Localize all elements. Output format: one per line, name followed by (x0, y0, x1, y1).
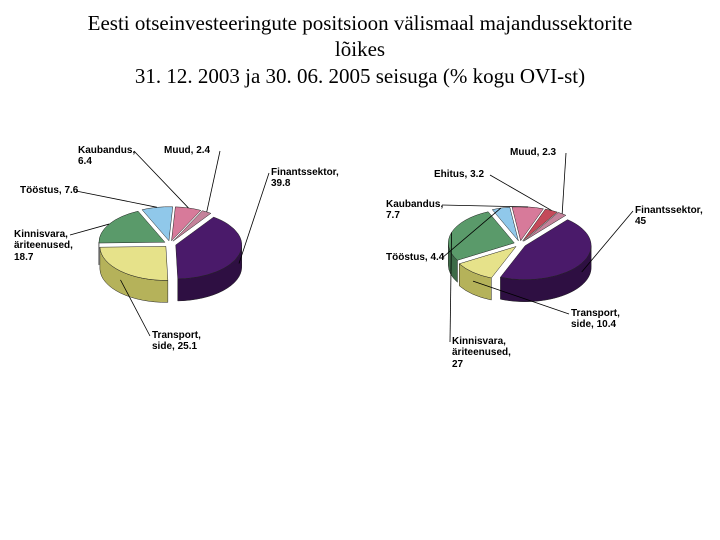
slice-label-muud: Muud, 2.3 (510, 147, 556, 159)
slice-label-kinnis: Kinnisvara,äriteenused,18.7 (14, 229, 73, 264)
leader-line (76, 191, 157, 207)
slice-label-kaubandus: Kaubandus,6.4 (78, 145, 135, 168)
slice-label-kaubandus: Kaubandus,7.7 (386, 199, 443, 222)
slice-label-toostus: Tööstus, 4.4 (386, 252, 444, 264)
leader-line (562, 153, 566, 214)
slice-label-muud: Muud, 2.4 (164, 145, 210, 157)
slice-label-transport: Transport,side, 10.4 (571, 308, 620, 331)
title-line-3: 31. 12. 2003 ja 30. 06. 2005 seisuga (% … (135, 64, 585, 88)
leader-line (134, 151, 188, 208)
charts-area: Finantssektor,39.8 Transport,side, 25.1 Ki… (0, 89, 720, 509)
leader-line (490, 175, 552, 210)
leader-line (207, 151, 220, 212)
title-line-1: Eesti otseinvesteeringute positsioon väl… (88, 11, 633, 35)
slice-label-ehitus: Ehitus, 3.2 (434, 169, 484, 181)
slice-label-toostus: Tööstus, 7.6 (20, 185, 78, 197)
slice-label-transport: Transport,side, 25.1 (152, 330, 201, 353)
slice-label-finants: Finantssektor,45 (635, 205, 703, 228)
slice-label-finants: Finantssektor,39.8 (271, 167, 339, 190)
title-line-2: lõikes (335, 37, 385, 61)
chart-title: Eesti otseinvesteeringute positsioon väl… (0, 0, 720, 89)
leader-line (239, 173, 269, 263)
slice-label-kinnis: Kinnisvara,äriteenused,27 (452, 336, 511, 371)
leader-line (442, 205, 528, 207)
